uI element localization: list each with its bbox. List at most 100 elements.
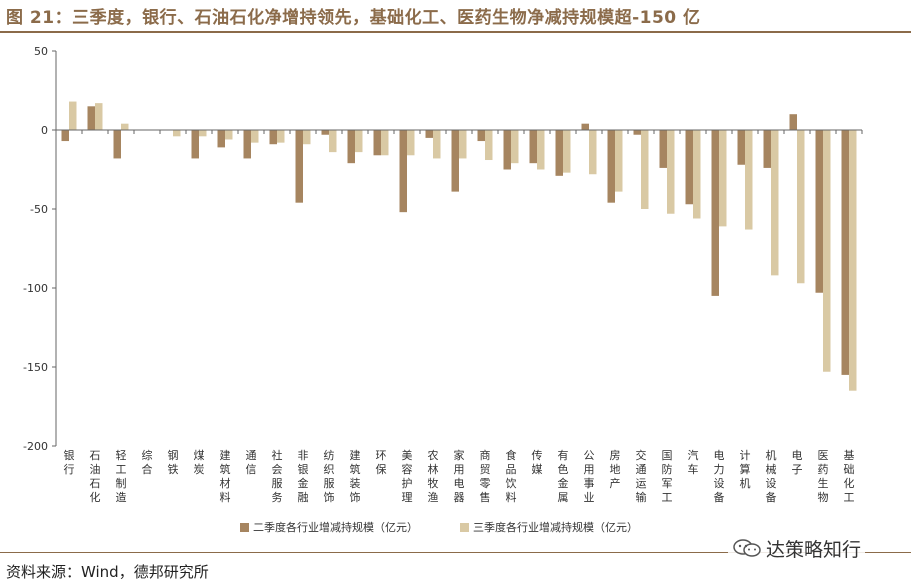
y-tick-label: -150 xyxy=(23,361,48,374)
bar-series1 xyxy=(295,130,303,203)
category-label: 综合 xyxy=(142,448,153,476)
watermark: 达策略知行 xyxy=(728,536,866,561)
category-label: 建筑装饰 xyxy=(350,448,361,504)
legend-item-series1: 二季度各行业增减持规模（亿元） xyxy=(240,519,418,535)
bar-series2 xyxy=(173,130,181,137)
bar-series2 xyxy=(563,130,571,173)
bar-series1 xyxy=(659,130,667,168)
bar-series2 xyxy=(121,123,129,130)
bar-series2 xyxy=(537,130,545,170)
category-label: 交通运输 xyxy=(636,448,647,504)
bar-series2 xyxy=(95,103,103,130)
bar-series1 xyxy=(737,130,745,165)
bar-series2 xyxy=(745,130,753,230)
category-label: 美容护理 xyxy=(402,449,413,504)
bar-series1 xyxy=(243,130,251,159)
category-label: 房地产 xyxy=(610,449,621,490)
bar-series1 xyxy=(789,114,797,130)
bar-series1 xyxy=(61,130,69,142)
bar-series2 xyxy=(771,130,779,276)
bar-series1 xyxy=(815,130,823,293)
category-label: 家用电器 xyxy=(454,448,465,504)
bar-series1 xyxy=(607,130,615,203)
bar-series2 xyxy=(615,130,623,192)
bar-series1 xyxy=(113,130,121,159)
bar-series1 xyxy=(763,130,771,168)
legend-swatch-series1 xyxy=(240,522,249,532)
bar-series2 xyxy=(849,130,857,391)
y-tick-label: -200 xyxy=(23,440,48,453)
category-label: 社会服务 xyxy=(272,448,283,504)
bar-series2 xyxy=(303,130,311,145)
bar-series2 xyxy=(381,130,389,156)
legend-label-series1: 二季度各行业增减持规模（亿元） xyxy=(253,521,418,534)
category-label: 纺织服饰 xyxy=(324,448,335,504)
wechat-icon xyxy=(733,539,761,557)
bar-series1 xyxy=(503,130,511,170)
legend: 二季度各行业增减持规模（亿元） 三季度各行业增减持规模（亿元） xyxy=(240,519,638,535)
category-label: 机械设备 xyxy=(766,448,777,504)
category-label: 商贸零售 xyxy=(480,448,491,504)
category-label: 通信 xyxy=(246,449,257,476)
bar-series1 xyxy=(373,130,381,156)
category-label: 石油石化 xyxy=(90,449,101,504)
bar-series1 xyxy=(87,106,95,130)
watermark-text: 达策略知行 xyxy=(766,538,862,561)
bar-series1 xyxy=(529,130,537,164)
bar-series1 xyxy=(633,130,641,135)
category-label: 汽车 xyxy=(688,448,699,476)
category-label: 计算机 xyxy=(740,449,751,490)
bar-series2 xyxy=(433,130,441,159)
chart-title: 图 21：三季度，银行、石油石化净增持领先，基础化工、医药生物净减持规模超-15… xyxy=(6,8,701,28)
bar-series2 xyxy=(589,130,597,175)
bar-series1 xyxy=(685,130,693,205)
bar-series1 xyxy=(555,130,563,176)
category-label: 电子 xyxy=(792,449,803,476)
category-label: 环保 xyxy=(376,449,387,476)
bar-series2 xyxy=(823,130,831,372)
category-label: 银行 xyxy=(64,448,75,476)
bar-series2 xyxy=(277,130,285,143)
category-label: 煤炭 xyxy=(194,449,205,476)
y-tick-label: -100 xyxy=(23,282,48,295)
category-label: 医药生物 xyxy=(818,449,829,504)
bar-series1 xyxy=(451,130,459,192)
bar-series1 xyxy=(425,130,433,138)
bar-series2 xyxy=(719,130,727,227)
bar-series2 xyxy=(693,130,701,219)
legend-item-series2: 三季度各行业增减持规模（亿元） xyxy=(460,519,638,535)
bar-series1 xyxy=(321,130,329,135)
y-tick-label: 0 xyxy=(41,124,48,137)
bar-series2 xyxy=(225,130,233,140)
category-label: 传媒 xyxy=(532,449,543,476)
bar-series2 xyxy=(251,130,259,143)
category-label: 轻工制造 xyxy=(116,448,127,504)
source-note: 资料来源：Wind，德邦研究所 xyxy=(6,563,209,581)
y-tick-label: -50 xyxy=(30,203,48,216)
category-label: 国防军工 xyxy=(662,449,673,504)
bar-series1 xyxy=(841,130,849,375)
bar-series2 xyxy=(69,101,77,130)
category-label: 食品饮料 xyxy=(506,448,517,504)
bar-series1 xyxy=(477,130,485,142)
category-label: 农林牧渔 xyxy=(428,448,439,504)
legend-swatch-series2 xyxy=(460,522,469,532)
bar-series2 xyxy=(641,130,649,209)
bar-series2 xyxy=(459,130,467,159)
bar-series2 xyxy=(407,130,415,156)
legend-label-series2: 三季度各行业增减持规模（亿元） xyxy=(473,521,638,534)
bar-series1 xyxy=(711,130,719,296)
bar-series2 xyxy=(511,130,519,164)
bar-series2 xyxy=(667,130,675,214)
category-label: 建筑材料 xyxy=(220,448,231,504)
category-label: 电力设备 xyxy=(714,449,725,504)
footer-divider xyxy=(0,552,911,553)
category-label: 有色金属 xyxy=(558,448,569,504)
title-divider xyxy=(0,31,911,33)
bar-series2 xyxy=(329,130,337,153)
bar-series2 xyxy=(199,130,207,137)
bar-series1 xyxy=(191,130,199,159)
category-label: 公用事业 xyxy=(584,449,595,504)
bar-series2 xyxy=(355,130,363,153)
